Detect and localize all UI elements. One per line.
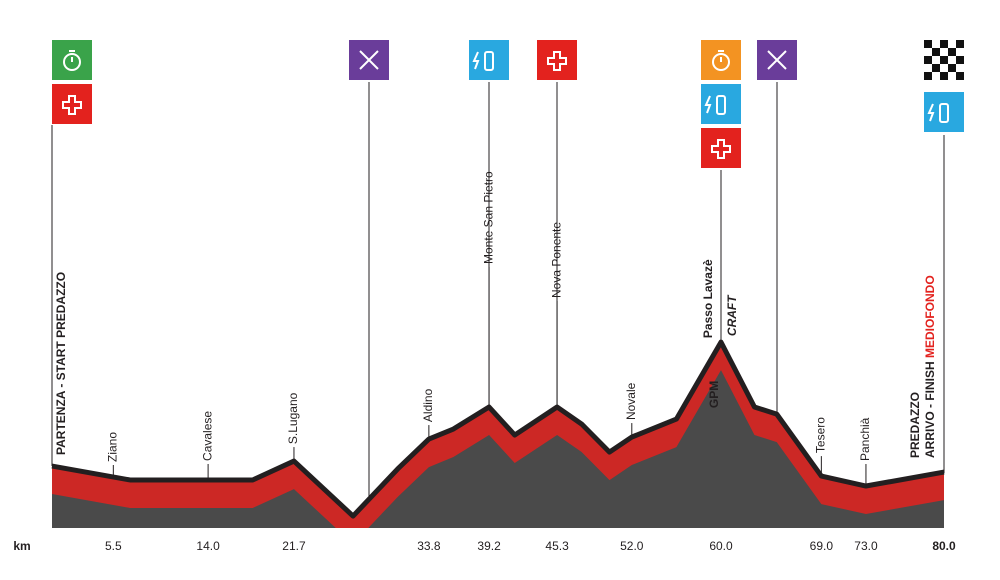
x-tick-label: 14.0: [196, 539, 220, 553]
start-label: PARTENZA - START PREDAZZO: [54, 272, 68, 455]
medical-icon: [52, 84, 92, 124]
place-label: Cavalese: [200, 411, 214, 461]
place-label: S.Lugano: [286, 392, 300, 444]
timing-icon: [701, 40, 741, 80]
service-lines: [51, 82, 945, 517]
medical-icon: [701, 128, 741, 168]
finish-town: PREDAZZO: [908, 392, 922, 458]
x-tick-label: 80.0: [932, 539, 956, 553]
medical-icon: [537, 40, 577, 80]
x-tick-label: 60.0: [709, 539, 733, 553]
feed-icon: [701, 84, 741, 124]
finish-text: ARRIVO - FINISH: [923, 361, 937, 458]
finish-event: MEDIOFONDO: [923, 275, 937, 358]
finish-icon: [924, 40, 964, 80]
timing-icon: [52, 40, 92, 80]
x-tick-label: 21.7: [282, 539, 306, 553]
x-tick-label: 52.0: [620, 539, 644, 553]
x-axis-label: km: [13, 539, 30, 553]
summit-label: Passo Lavazè: [701, 259, 715, 338]
climb-label: GPM: [707, 381, 721, 408]
place-label: Aldino: [421, 388, 435, 422]
x-tick-label: 45.3: [545, 539, 569, 553]
feed-icon: [469, 40, 509, 80]
icons: [52, 40, 964, 168]
x-tick-label: 39.2: [477, 539, 501, 553]
mechanical-icon: [349, 40, 389, 80]
feed-icon: [924, 92, 964, 132]
place-label: Nova Ponente: [549, 222, 563, 298]
mechanical-icon: [757, 40, 797, 80]
profile-shading: [52, 342, 944, 528]
x-tick-label: 33.8: [417, 539, 441, 553]
place-label: Novale: [624, 382, 638, 420]
finish-label: ARRIVO - FINISH MEDIOFONDO: [923, 275, 937, 458]
place-label: Panchià: [858, 417, 872, 461]
x-tick-label: 5.5: [105, 539, 122, 553]
sponsor-label: CRAFT: [725, 294, 739, 336]
place-label: Monte San Pietro: [481, 171, 495, 264]
place-label: Ziano: [105, 432, 119, 462]
x-tick-label: 69.0: [810, 539, 834, 553]
place-label: Tesero: [814, 417, 828, 453]
x-tick-label: 73.0: [854, 539, 878, 553]
